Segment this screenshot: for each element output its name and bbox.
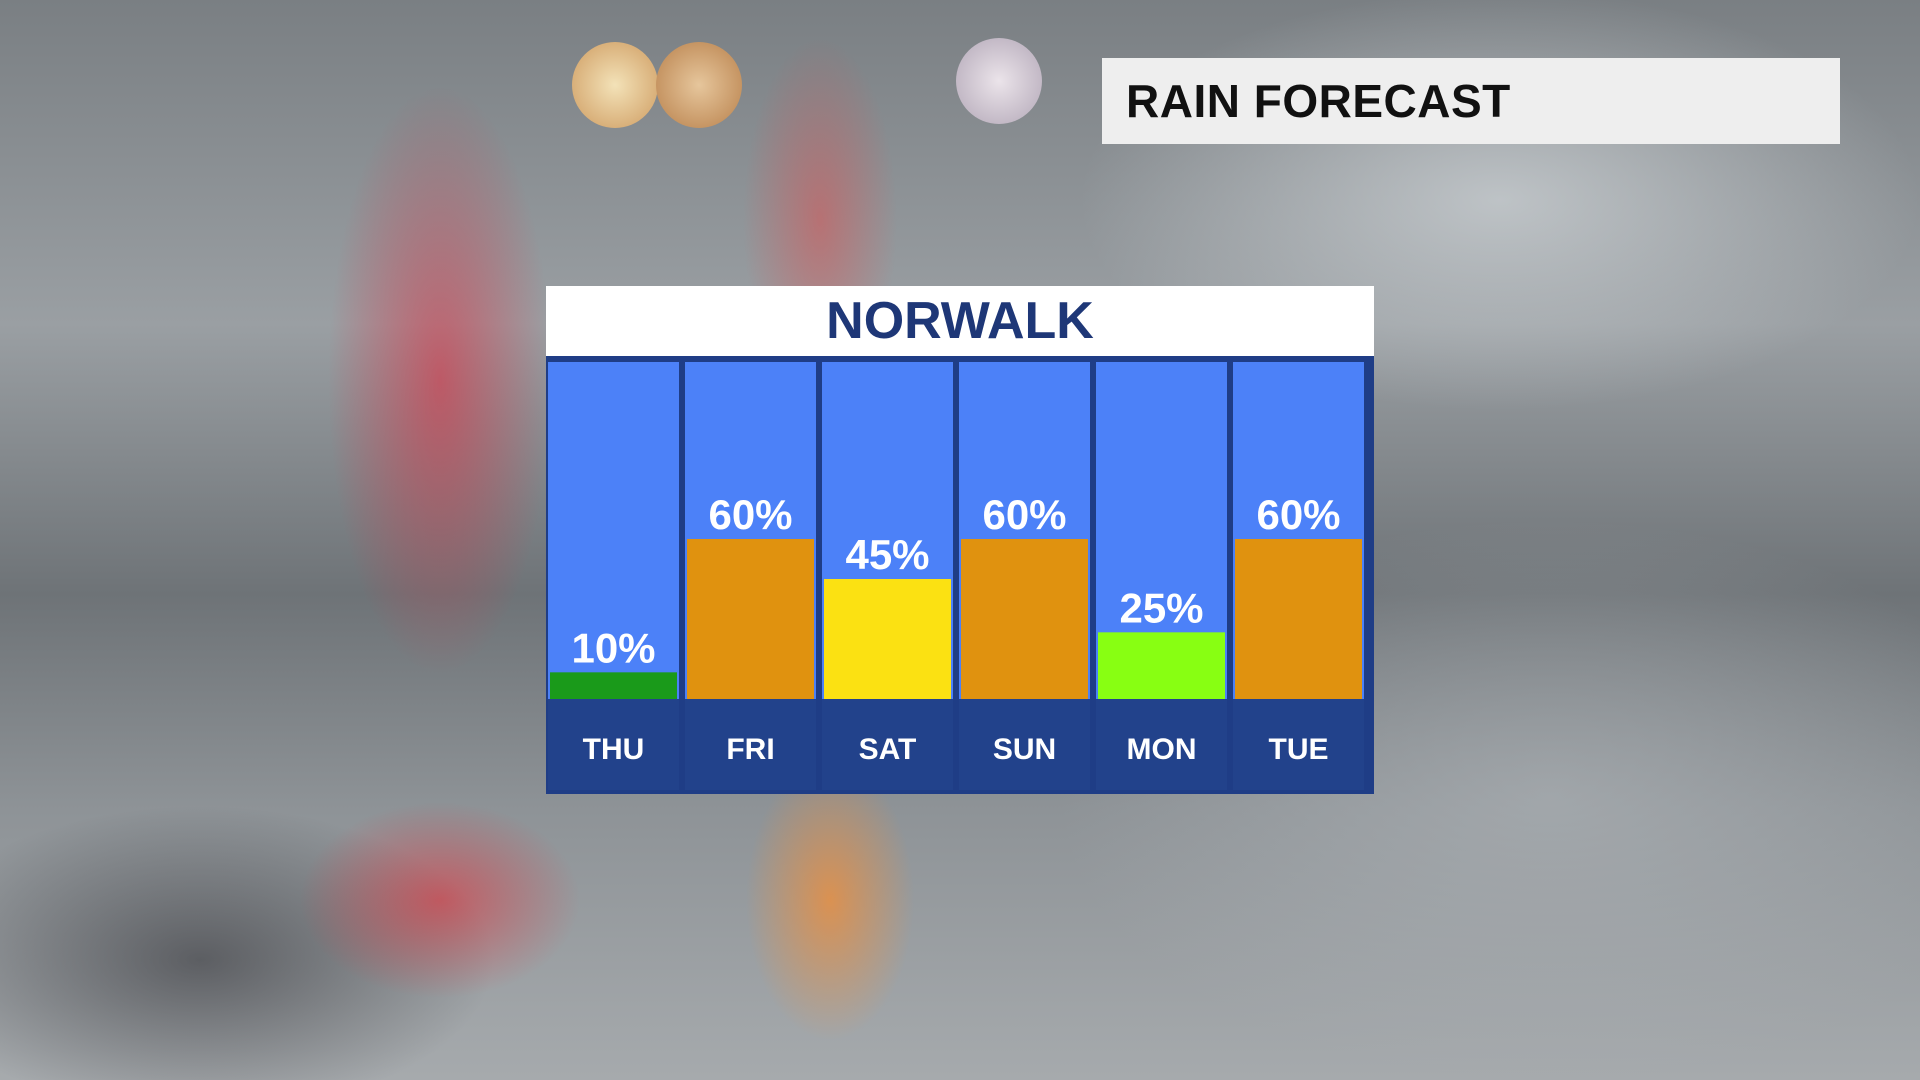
value-label: 60% (1256, 491, 1340, 538)
day-label-cell (822, 699, 953, 790)
headlight-bokeh (656, 42, 742, 128)
banner-title: RAIN FORECAST (1126, 75, 1511, 127)
rain-chance-bar (1235, 539, 1362, 699)
rain-chance-bar-chart: 10% THU 60% FRI 45% SAT 60% SUN 25% MON 60% TUE (548, 362, 1364, 790)
rain-chance-bar (687, 539, 814, 699)
rain-chance-bar (961, 539, 1088, 699)
chart-header: NORWALK (546, 286, 1374, 356)
value-label: 60% (982, 491, 1066, 538)
day-label-cell (959, 699, 1090, 790)
rain-forecast-banner: RAIN FORECAST (1102, 58, 1840, 144)
day-label: SUN (993, 733, 1056, 766)
day-column (548, 362, 679, 699)
day-label: FRI (726, 733, 774, 766)
day-label: THU (583, 733, 645, 766)
day-label-cell (685, 699, 816, 790)
value-label: 10% (571, 624, 655, 671)
chart-title: NORWALK (826, 292, 1094, 350)
value-label: 25% (1119, 584, 1203, 631)
day-label-cell (1096, 699, 1227, 790)
rain-chance-bar (550, 672, 677, 699)
headlight-bokeh (572, 42, 658, 128)
rain-chance-bar (1098, 632, 1225, 699)
value-label: 45% (845, 531, 929, 578)
day-label: TUE (1269, 733, 1329, 766)
day-label: SAT (859, 733, 917, 766)
day-label: MON (1127, 733, 1197, 766)
day-label-cell (548, 699, 679, 790)
day-label-cell (1233, 699, 1364, 790)
headlight-bokeh (956, 38, 1042, 124)
value-label: 60% (708, 491, 792, 538)
rain-chance-bar (824, 579, 951, 699)
rain-chance-chart-panel: NORWALK 10% THU 60% FRI 45% SAT 60% SUN 25% MON 60… (546, 286, 1374, 794)
